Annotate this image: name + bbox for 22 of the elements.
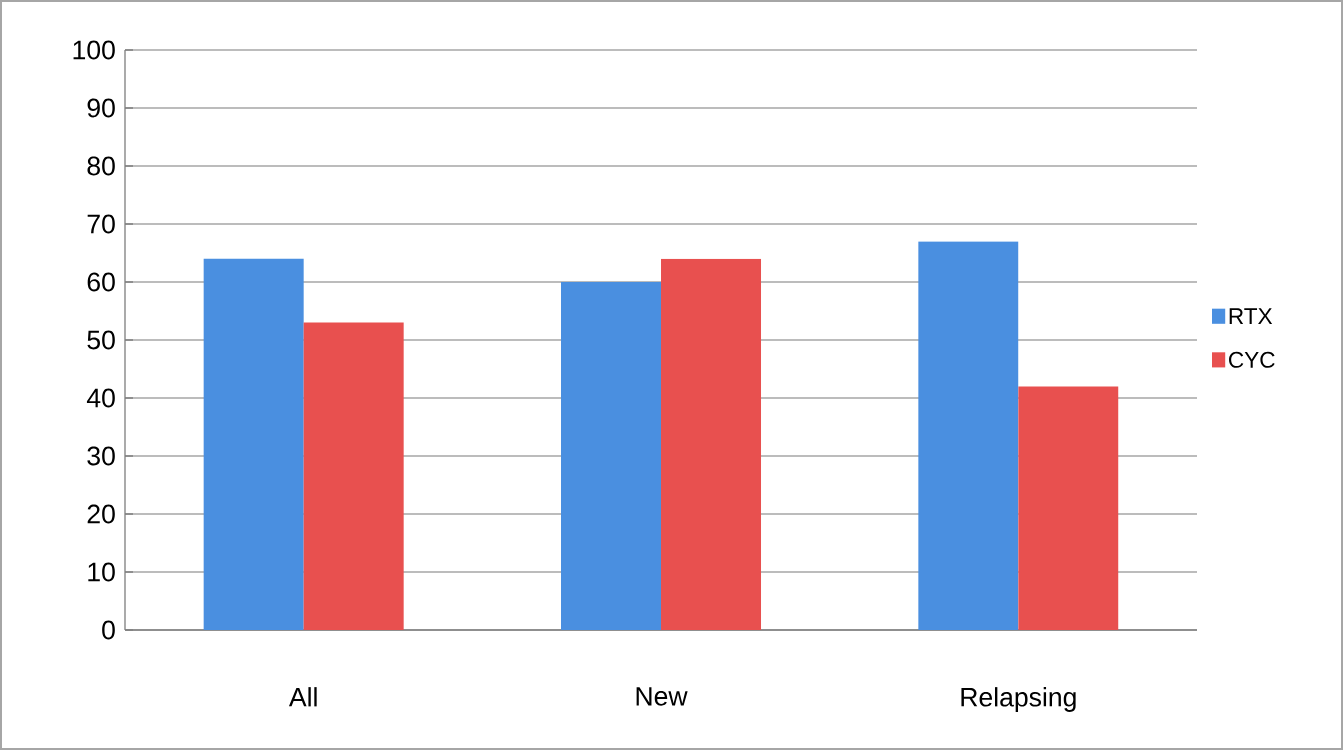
x-tick-label: Relapsing	[961, 687, 1076, 712]
legend-label: RTX	[1229, 308, 1273, 324]
bar	[661, 258, 762, 630]
y-tick-label: 30	[87, 446, 115, 466]
y-tick-label: 40	[86, 388, 115, 408]
y-tick-label: 20	[87, 504, 115, 524]
y-tick-label: 10	[88, 562, 115, 582]
bar	[561, 281, 662, 630]
y-tick-label: 90	[87, 98, 115, 118]
bar	[203, 258, 304, 630]
y-tick-label: 0	[102, 620, 115, 640]
y-tick-label: 80	[87, 156, 115, 176]
y-tick-label: 50	[87, 330, 115, 350]
y-tick-label: 60	[87, 272, 115, 292]
x-tick-label: All	[288, 687, 317, 707]
bar	[303, 322, 404, 630]
legend-label: CYC	[1229, 351, 1275, 368]
bar	[1018, 386, 1119, 630]
bar	[918, 241, 1019, 630]
y-tick-label: 70	[87, 214, 115, 234]
y-tick-label: 100	[73, 40, 115, 60]
x-tick-label: New	[636, 687, 688, 706]
